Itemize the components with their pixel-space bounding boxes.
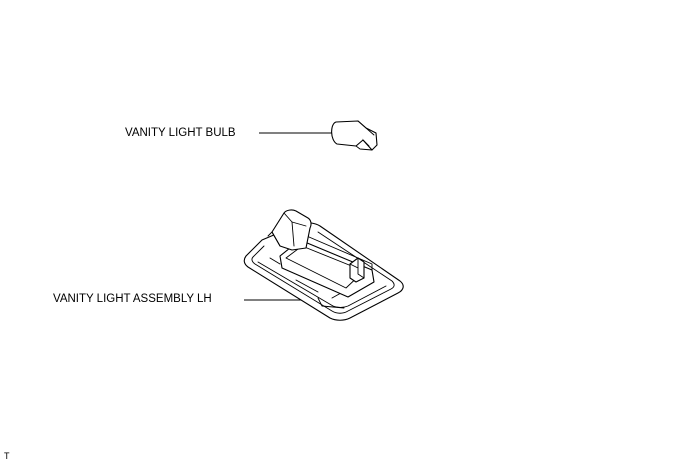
vanity-light-bulb [331,120,378,151]
vanity-light-assembly-lh [243,209,404,321]
vanity-light-bulb-label: VANITY LIGHT BULB [125,127,236,139]
vanity-light-assembly-label: VANITY LIGHT ASSEMBLY LH [53,293,212,305]
illustration-code: T [4,451,10,461]
